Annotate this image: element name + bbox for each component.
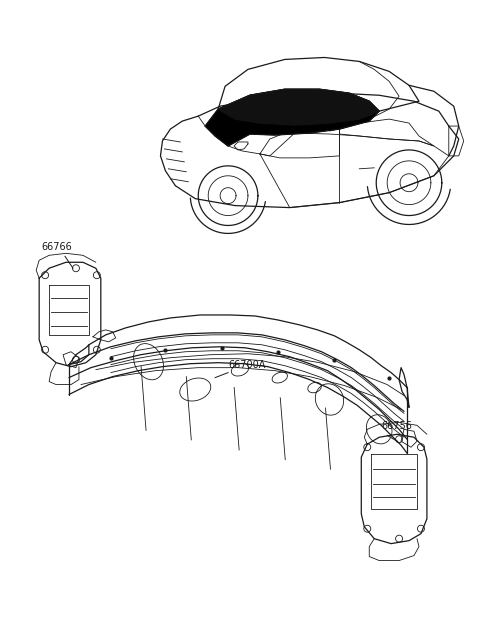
Text: 66700A: 66700A xyxy=(228,360,265,370)
Polygon shape xyxy=(218,89,379,125)
Text: 66756: 66756 xyxy=(381,421,412,431)
Polygon shape xyxy=(205,89,379,146)
Text: 66766: 66766 xyxy=(41,242,72,252)
